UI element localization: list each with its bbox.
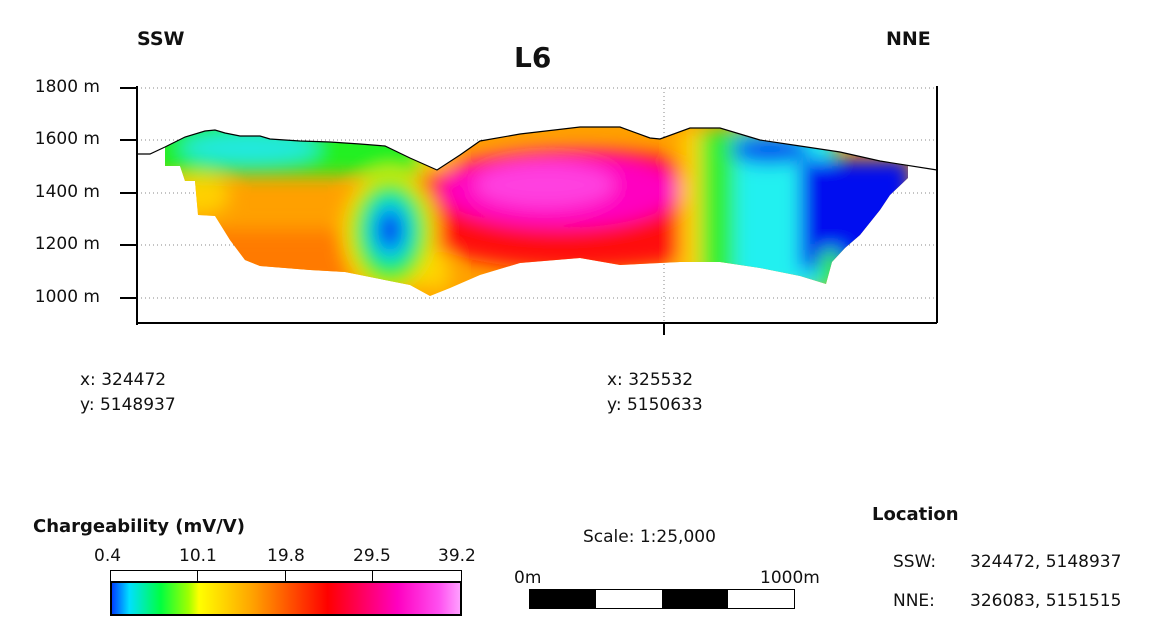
colorbar-tick-marks xyxy=(110,570,462,583)
location-label: NNE: xyxy=(893,591,935,611)
y-coordinate: y: 5148937 xyxy=(80,395,176,415)
scale-bar xyxy=(529,589,795,609)
left-direction-label: SSW xyxy=(137,28,185,50)
y-tick-label: 1600 m xyxy=(34,129,100,149)
scale-end: 1000m xyxy=(760,568,820,588)
colorbar-tick: 0.4 xyxy=(94,546,122,566)
colorbar-tick: 39.2 xyxy=(438,546,476,566)
colorbar-tick: 10.1 xyxy=(179,546,217,566)
location-title: Location xyxy=(872,504,959,525)
location-value: 326083, 5151515 xyxy=(970,591,1122,611)
x-coordinate: x: 325532 xyxy=(607,370,694,390)
tick-mark xyxy=(197,570,198,582)
y-tick-label: 1200 m xyxy=(34,234,100,254)
colorbar-tick: 29.5 xyxy=(353,546,391,566)
location-label: SSW: xyxy=(893,552,937,572)
x-marker-left: x: 324472 y: 5148937 xyxy=(80,368,176,418)
y-tick-label: 1000 m xyxy=(34,287,100,307)
right-direction-label: NNE xyxy=(886,28,931,50)
colorbar-title: Chargeability (mV/V) xyxy=(33,516,245,537)
scale-start: 0m xyxy=(514,568,542,588)
location-value: 324472, 5148937 xyxy=(970,552,1122,572)
x-marker-right: x: 325532 y: 5150633 xyxy=(607,368,703,418)
x-coordinate: x: 324472 xyxy=(80,370,167,390)
colorbar xyxy=(110,581,462,616)
y-coordinate: y: 5150633 xyxy=(607,395,703,415)
colorbar-tick: 19.8 xyxy=(267,546,305,566)
tick-mark xyxy=(372,570,373,582)
terrain-profile xyxy=(137,126,938,171)
tick-mark xyxy=(285,570,286,582)
chart-title: L6 xyxy=(514,41,552,74)
scale-label: Scale: 1:25,000 xyxy=(583,527,716,547)
y-tick-label: 1800 m xyxy=(34,77,100,97)
y-tick-label: 1400 m xyxy=(34,182,100,202)
